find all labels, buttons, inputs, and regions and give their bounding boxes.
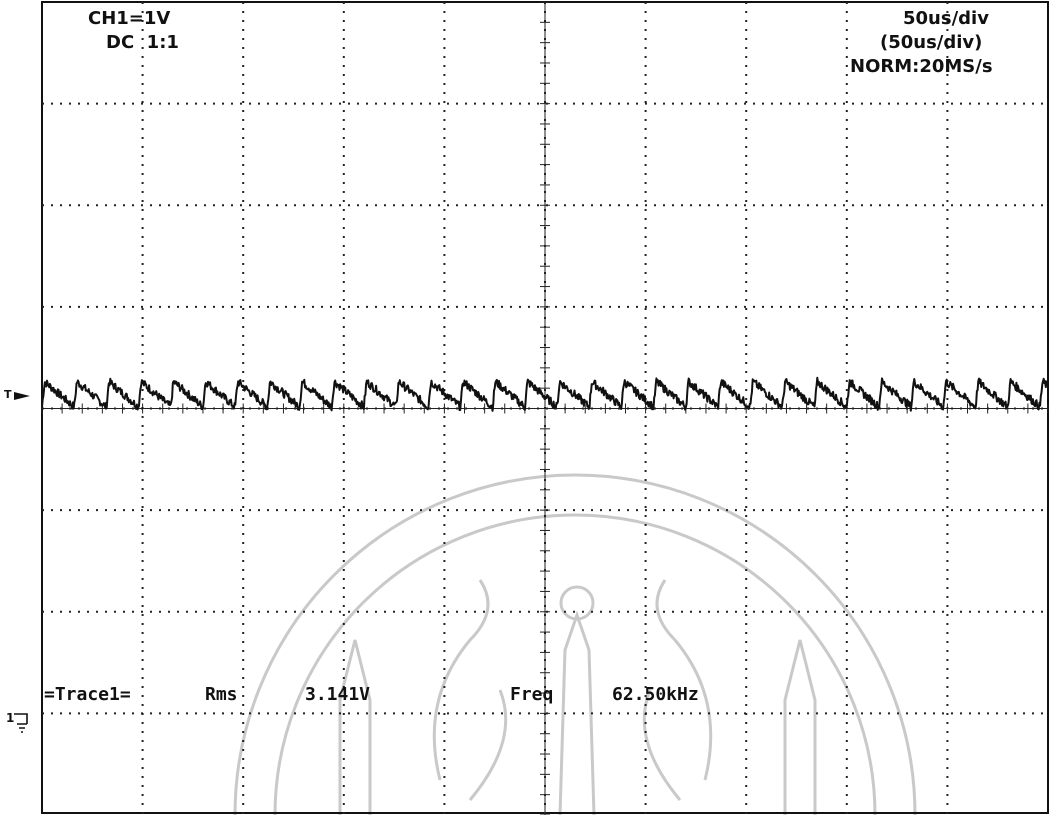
freq-label: Freq	[510, 684, 553, 705]
channel-coupling: DC 1:1	[106, 32, 179, 53]
svg-text:T: T	[4, 388, 12, 401]
timebase-zoom: (50us/div)	[880, 32, 982, 53]
trigger-level-marker: T	[4, 388, 30, 401]
ch1-trace	[41, 376, 1049, 412]
rms-label: Rms	[205, 684, 238, 705]
ch1-waveform-line	[41, 376, 1049, 412]
graticule	[41, 1, 1049, 815]
measurement-trace-label: =Trace1=	[44, 684, 131, 705]
ground-marker: 1	[6, 711, 28, 733]
rms-value: 3.141V	[305, 684, 370, 705]
timebase-main: 50us/div	[903, 8, 989, 29]
channel-scale: CH1=1V	[88, 8, 170, 29]
university-seal-watermark	[233, 473, 917, 815]
freq-value: 62.50kHz	[612, 684, 699, 705]
svg-text:1: 1	[6, 711, 14, 725]
acquisition-mode: NORM:20MS/s	[850, 56, 993, 77]
